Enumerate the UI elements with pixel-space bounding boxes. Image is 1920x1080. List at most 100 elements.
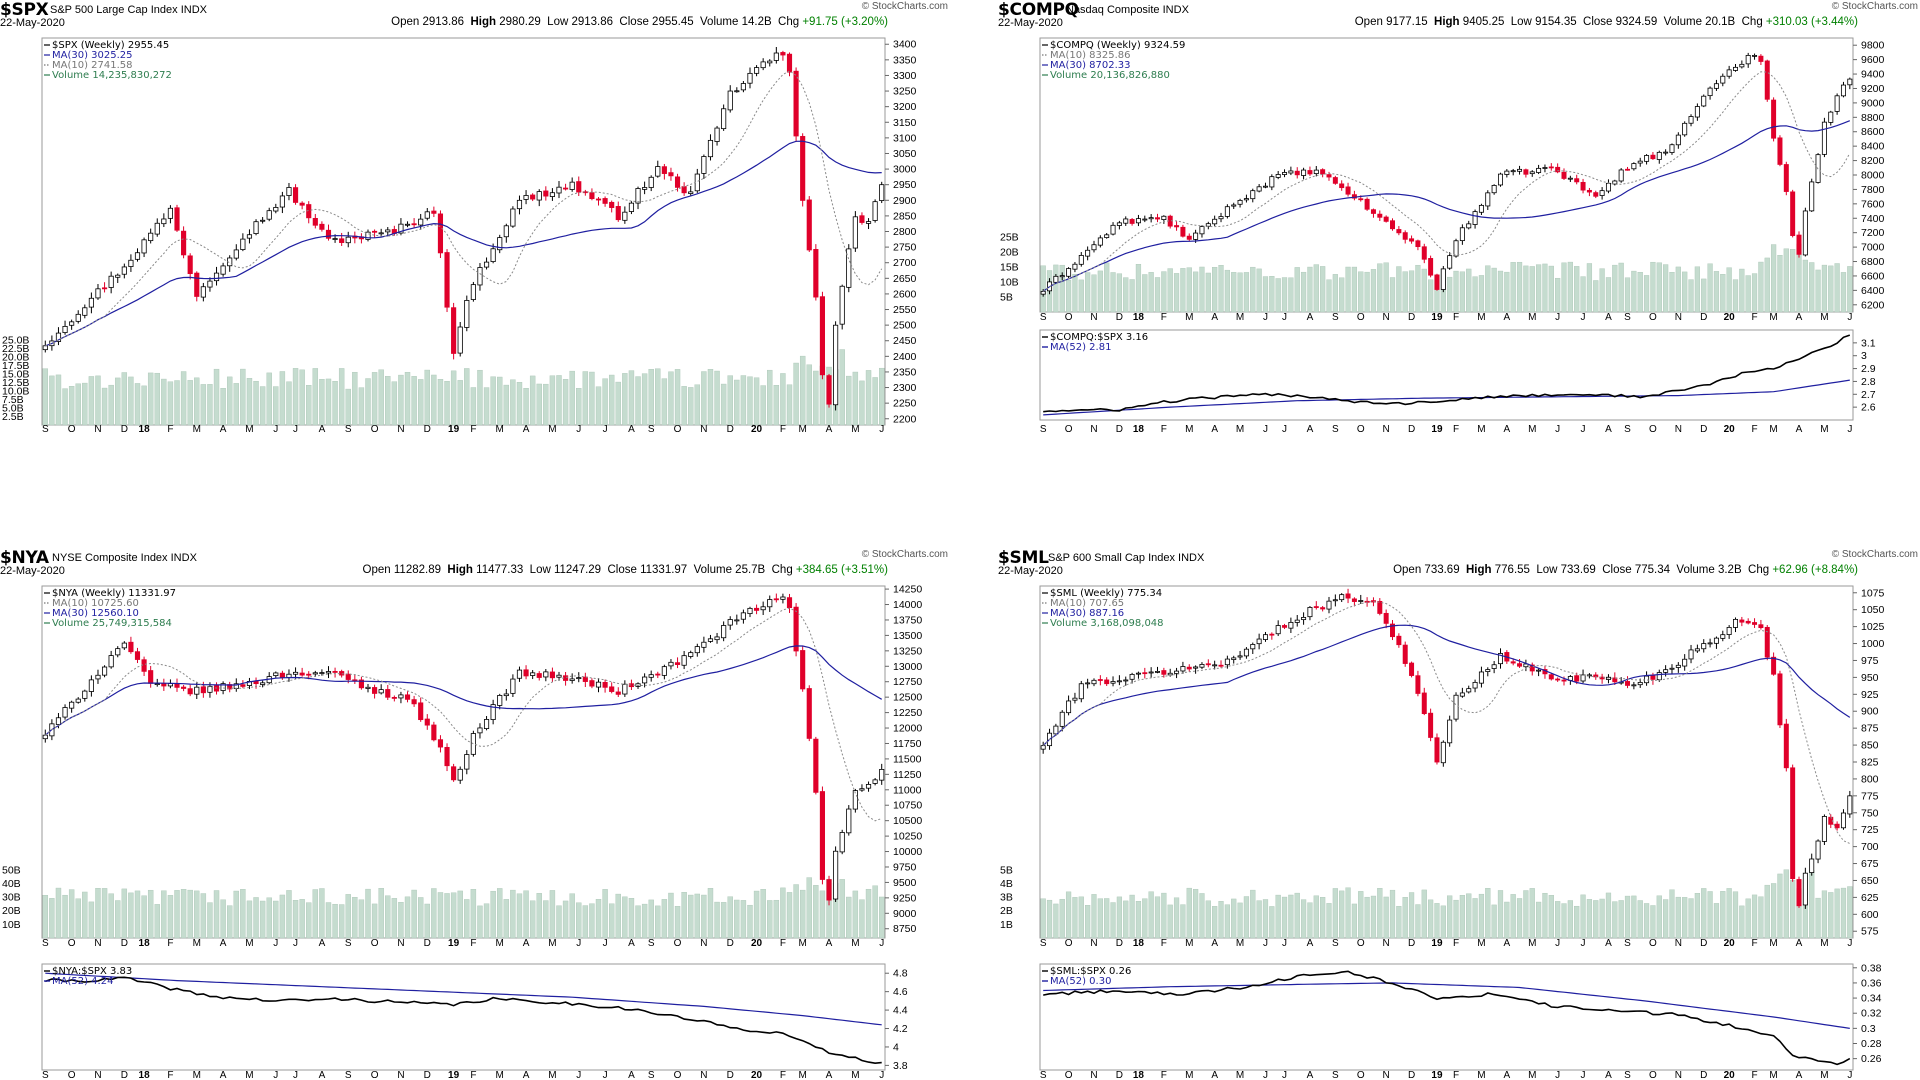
candle bbox=[1796, 876, 1802, 908]
x-tick-label: N bbox=[94, 424, 101, 435]
ratio-line bbox=[1043, 334, 1851, 413]
ratio-tick-label: 4.2 bbox=[893, 1023, 908, 1035]
volume-bar bbox=[1466, 893, 1472, 939]
candle bbox=[95, 669, 101, 684]
candle bbox=[1523, 659, 1529, 672]
x-tick-label: J bbox=[1581, 938, 1586, 949]
candle bbox=[1440, 740, 1446, 767]
candle bbox=[1745, 52, 1751, 68]
y-tick-label: 2500 bbox=[893, 320, 917, 332]
volume-bar bbox=[1192, 271, 1199, 313]
x-tick-label: 19 bbox=[1431, 424, 1443, 435]
candle bbox=[1472, 679, 1478, 693]
candle bbox=[1612, 672, 1618, 685]
x-tick-label: 19 bbox=[1431, 1070, 1443, 1080]
volume-bar bbox=[707, 888, 714, 939]
volume-bar bbox=[115, 900, 121, 939]
volume-bar bbox=[767, 900, 773, 939]
y-tick-label: 7600 bbox=[1861, 198, 1885, 210]
candle bbox=[82, 689, 88, 702]
x-tick-label: D bbox=[1116, 1070, 1123, 1080]
volume-bar bbox=[536, 893, 542, 939]
ohlc-line: Open 733.69 High 776.55 Low 733.69 Close… bbox=[1393, 564, 1858, 576]
candle bbox=[813, 244, 819, 301]
x-tick-label: M bbox=[799, 1070, 807, 1080]
volume-bar bbox=[1529, 888, 1535, 939]
volume-bar bbox=[681, 386, 687, 426]
volume-bar bbox=[1097, 898, 1103, 939]
candle bbox=[707, 634, 714, 643]
candle bbox=[1663, 665, 1669, 677]
volume-bar bbox=[253, 897, 259, 939]
candle bbox=[727, 85, 733, 113]
candle bbox=[332, 667, 338, 678]
candle bbox=[1180, 661, 1186, 674]
x-tick-label: O bbox=[1357, 938, 1365, 949]
volume-bar bbox=[1523, 265, 1529, 313]
volume-bar bbox=[1421, 268, 1427, 313]
volume-bar bbox=[1288, 277, 1294, 313]
volume-bar bbox=[510, 379, 516, 426]
volume-bar bbox=[82, 891, 88, 939]
x-tick-label: M bbox=[1820, 424, 1828, 435]
candle bbox=[385, 684, 391, 700]
candle bbox=[1199, 662, 1205, 670]
ma10-line bbox=[44, 607, 882, 822]
candle bbox=[767, 595, 773, 612]
volume-bar bbox=[1231, 272, 1237, 313]
volume-bar bbox=[1046, 899, 1053, 939]
volume-bar bbox=[1510, 894, 1516, 939]
x-tick-label: O bbox=[1649, 312, 1657, 323]
x-tick-label: O bbox=[68, 424, 76, 435]
price-pane-frame bbox=[41, 585, 886, 939]
candle bbox=[62, 320, 68, 335]
x-tick-label: M bbox=[548, 938, 556, 949]
volume-bar bbox=[529, 900, 536, 939]
volume-bar bbox=[1123, 900, 1129, 939]
x-tick-label: J bbox=[293, 1070, 298, 1080]
candle bbox=[707, 134, 714, 161]
x-tick-label: J bbox=[603, 424, 608, 435]
volume-bar bbox=[1370, 269, 1377, 313]
x-tick-label: O bbox=[1649, 938, 1657, 949]
candle bbox=[1567, 175, 1573, 182]
volume-bar bbox=[589, 371, 595, 426]
candle bbox=[839, 284, 845, 330]
x-tick-label: F bbox=[167, 1070, 173, 1080]
volume-bar bbox=[865, 370, 872, 426]
volume-bar bbox=[154, 372, 160, 426]
x-tick-label: N bbox=[1383, 1070, 1390, 1080]
candle bbox=[754, 604, 760, 615]
candle bbox=[266, 672, 272, 685]
volume-bar bbox=[1764, 884, 1770, 939]
candle bbox=[655, 671, 661, 679]
volume-bar bbox=[859, 899, 865, 939]
y-tick-label: 11750 bbox=[893, 738, 922, 750]
volume-bar bbox=[1281, 277, 1288, 313]
x-tick-label: A bbox=[1504, 938, 1511, 949]
candle bbox=[1307, 606, 1313, 621]
volume-bar bbox=[352, 897, 358, 939]
volume-bar bbox=[345, 388, 351, 426]
volume-bar bbox=[661, 378, 668, 426]
candle bbox=[312, 213, 318, 229]
y-tick-label: 7200 bbox=[1861, 227, 1885, 239]
volume-bar bbox=[1129, 894, 1135, 939]
volume-bar bbox=[1637, 900, 1643, 939]
y-tick-label: 10750 bbox=[893, 800, 922, 812]
candle bbox=[1675, 662, 1681, 673]
candle bbox=[1116, 675, 1122, 686]
volume-bar bbox=[516, 893, 523, 939]
volume-bar bbox=[1516, 898, 1523, 939]
volume-bar bbox=[194, 377, 200, 426]
volume-bar bbox=[727, 375, 733, 426]
volume-bar bbox=[1332, 274, 1338, 313]
x-tick-label: O bbox=[371, 1070, 379, 1080]
candle bbox=[1523, 168, 1529, 178]
volume-bar bbox=[694, 893, 701, 939]
volume-bar bbox=[753, 890, 760, 939]
chart-date: 22-May-2020 bbox=[0, 17, 65, 29]
volume-bar bbox=[464, 899, 470, 939]
candle bbox=[530, 670, 536, 680]
x-tick-label: N bbox=[1383, 938, 1390, 949]
